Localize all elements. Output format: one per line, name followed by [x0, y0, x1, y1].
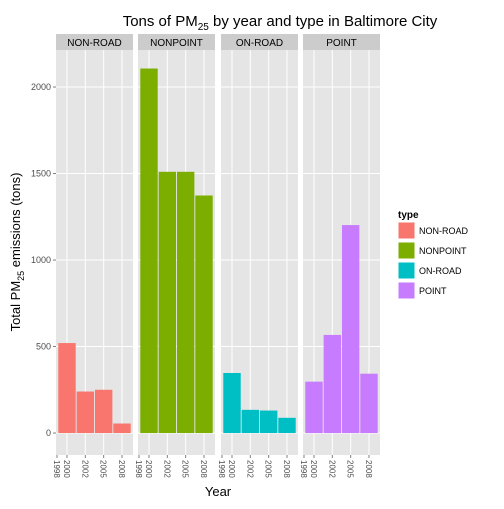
strip-label: NON-ROAD	[67, 38, 121, 49]
strip-background	[221, 34, 298, 50]
x-tick-label: 2008	[117, 460, 126, 478]
strip-label: ON-ROAD	[236, 38, 283, 49]
y-tick-label: 0	[46, 428, 51, 438]
x-tick-label: 1998	[134, 460, 143, 478]
bar	[176, 171, 195, 434]
x-tick-label: 2005	[346, 460, 355, 478]
legend-label: NONPOINT	[419, 246, 467, 256]
strip-label: NONPOINT	[150, 38, 203, 49]
bar	[76, 391, 95, 434]
bar	[58, 343, 76, 434]
x-tick-label: 2000	[62, 460, 71, 478]
bar	[241, 409, 260, 434]
legend-title: type	[398, 210, 419, 221]
legend-label: POINT	[419, 286, 447, 296]
bar	[305, 381, 323, 434]
x-tick-label: 2000	[144, 460, 153, 478]
x-tick-label: 2000	[309, 460, 318, 478]
y-tick-label: 1000	[31, 255, 51, 265]
legend-swatch	[397, 221, 416, 240]
strip-background	[56, 34, 133, 50]
y-tick-label: 1500	[31, 169, 51, 179]
x-tick-label: 2005	[264, 460, 273, 478]
legend-swatch	[397, 281, 416, 300]
x-tick-label: 2008	[199, 460, 208, 478]
legend-swatch	[397, 241, 416, 260]
chart-title: Tons of PM25 by year and type in Baltimo…	[123, 13, 438, 33]
bar	[259, 410, 278, 434]
x-tick-label: 2002	[80, 460, 89, 478]
x-tick-label: 1998	[52, 460, 61, 478]
bar	[140, 68, 158, 434]
legend-label: NON-ROAD	[419, 226, 468, 236]
x-tick-label: 2000	[227, 460, 236, 478]
strip-background	[303, 34, 380, 50]
bar	[323, 334, 342, 434]
bar	[278, 417, 296, 434]
legend-label: ON-ROAD	[419, 266, 462, 276]
bar	[158, 171, 177, 434]
bar	[195, 195, 213, 434]
bar	[360, 373, 378, 434]
strip-background	[138, 34, 215, 50]
bar	[94, 389, 113, 434]
x-tick-label: 2002	[162, 460, 171, 478]
y-axis-label: Total PM25 emissions (tons)	[8, 173, 26, 332]
x-tick-label: 1998	[217, 460, 226, 478]
x-tick-label: 2008	[364, 460, 373, 478]
x-tick-label: 2002	[327, 460, 336, 478]
bar	[223, 372, 241, 434]
x-tick-label: 2005	[181, 460, 190, 478]
y-tick-label: 2000	[31, 82, 51, 92]
x-tick-label: 1998	[299, 460, 308, 478]
bar	[113, 423, 131, 434]
strip-label: POINT	[326, 38, 357, 49]
x-tick-label: 2005	[99, 460, 108, 478]
bar	[341, 225, 360, 434]
x-tick-label: 2008	[282, 460, 291, 478]
x-tick-label: 2002	[245, 460, 254, 478]
x-axis-label: Year	[205, 484, 232, 499]
legend-swatch	[397, 261, 416, 280]
y-tick-label: 500	[36, 342, 51, 352]
